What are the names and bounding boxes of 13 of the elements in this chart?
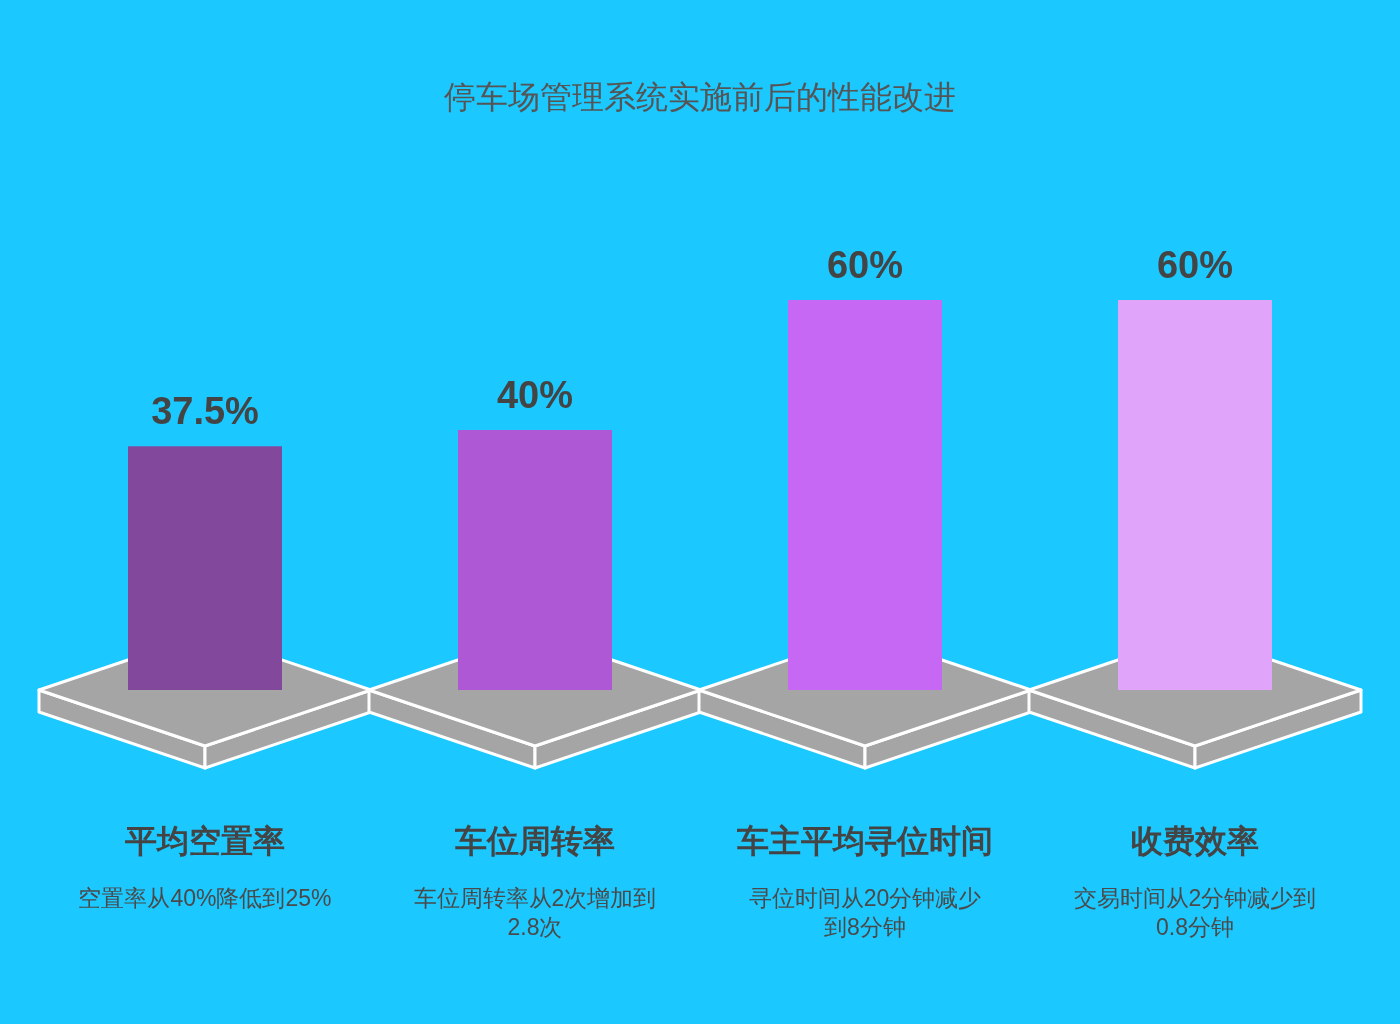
annotation: 车位周转率从2次增加到2.8次	[413, 885, 657, 940]
annotation: 寻位时间从20分钟减少到8分钟	[748, 885, 982, 940]
title: 停车场管理系统实施前后的性能改进	[444, 79, 956, 115]
value-label: 60%	[1156, 244, 1234, 286]
category-label: 车主平均寻位时间	[737, 823, 993, 859]
value-label: 37.5%	[151, 390, 259, 433]
category-label: 收费效率	[1131, 823, 1259, 859]
category-label: 平均空置率	[125, 823, 285, 859]
annotation: 空置率从40%降低到25%	[78, 885, 332, 911]
value-label: 40%	[496, 374, 574, 416]
value-label: 60%	[826, 244, 904, 286]
annotation: 交易时间从2分钟减少到0.8分钟	[1073, 885, 1317, 940]
category-label: 车位周转率	[455, 823, 615, 859]
